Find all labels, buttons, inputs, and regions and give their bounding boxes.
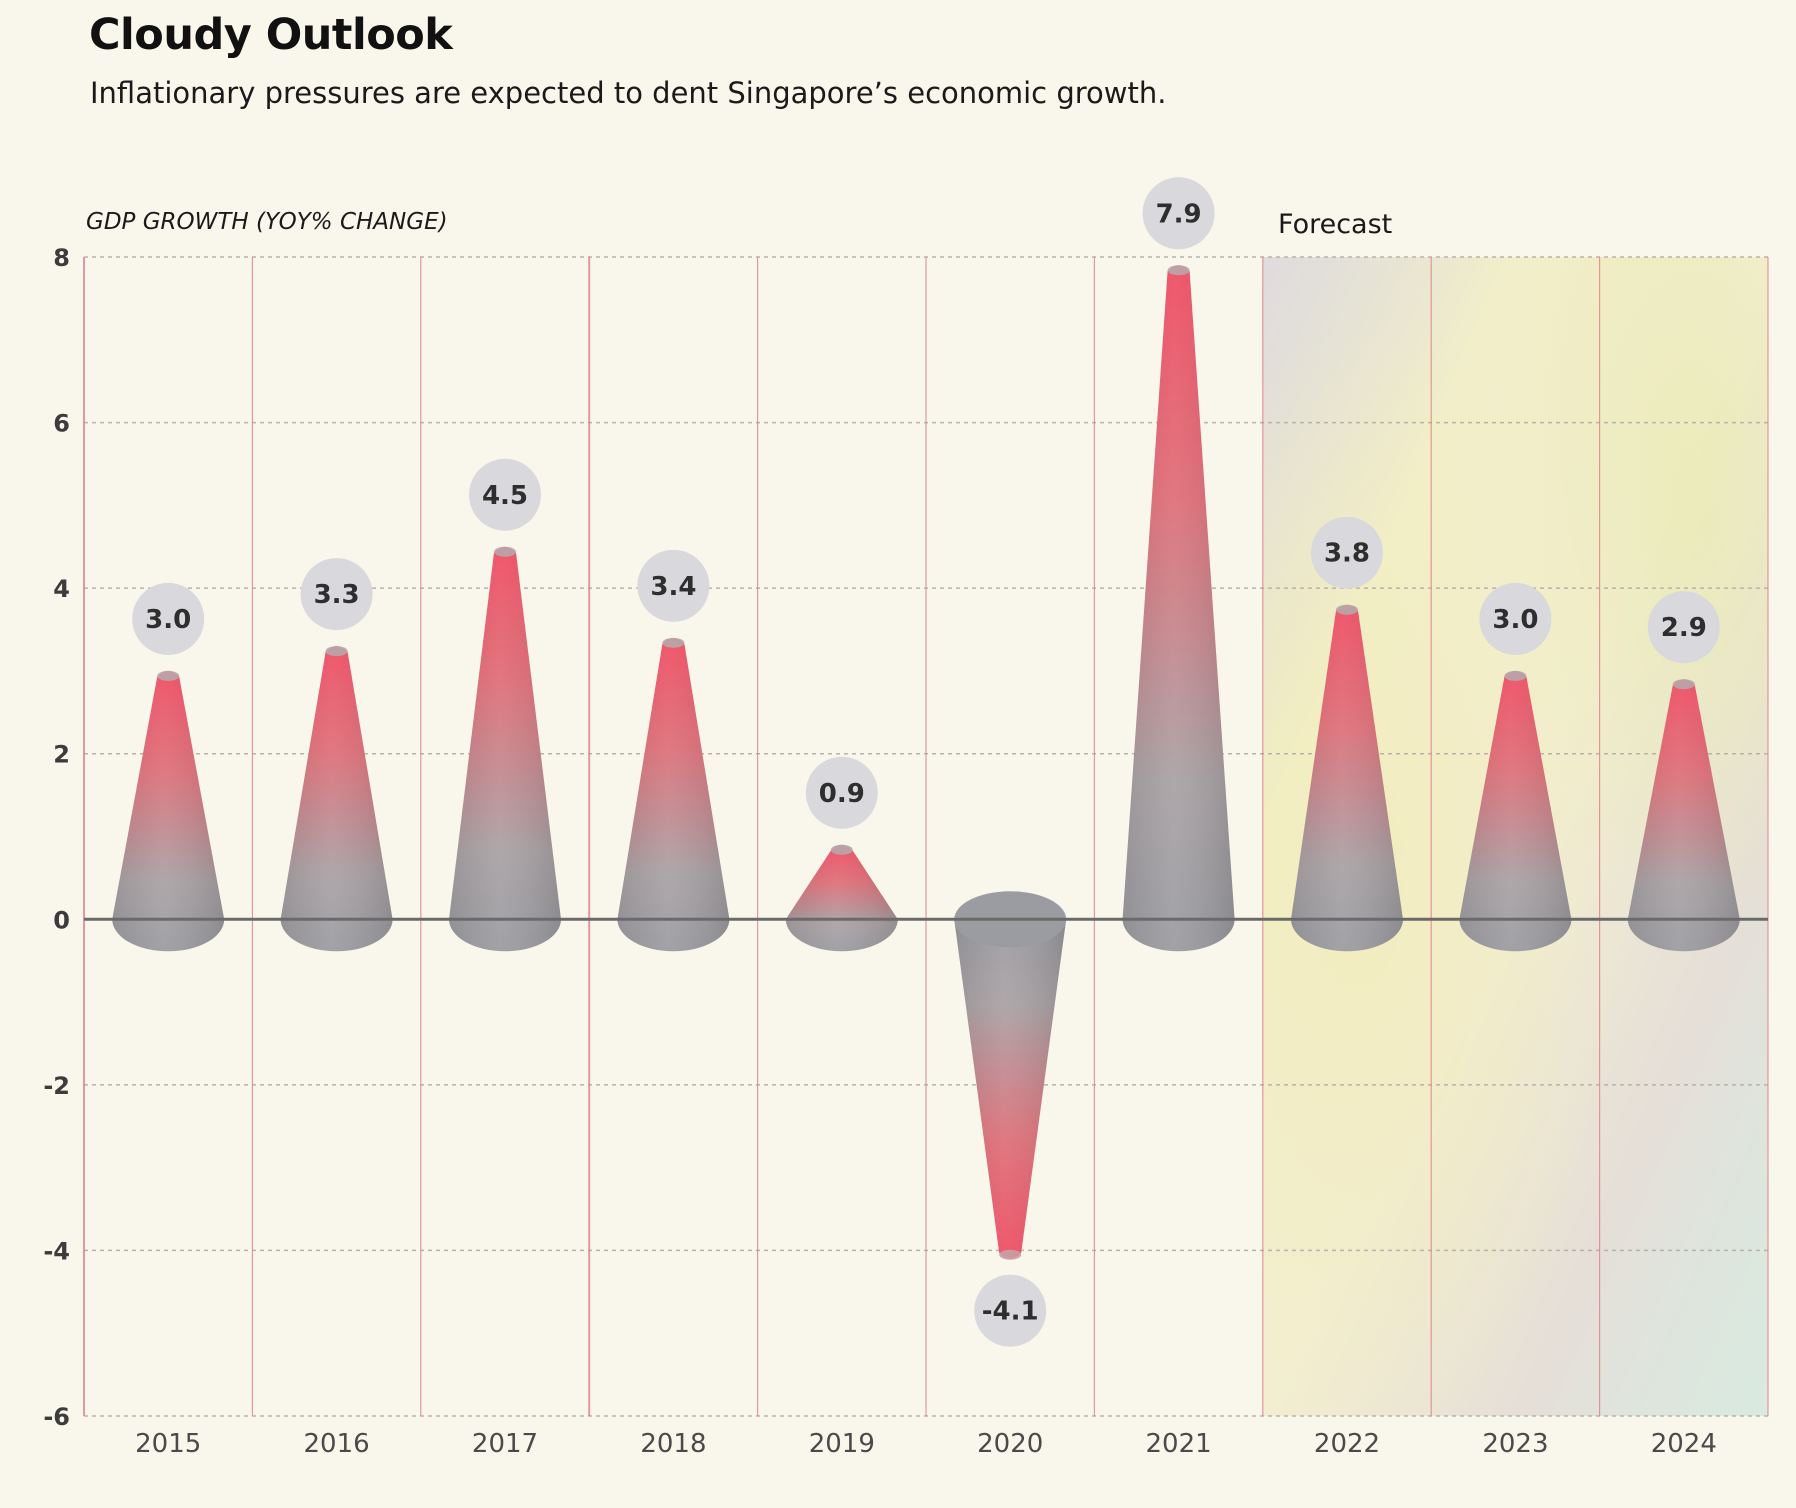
value-bubble [1647, 591, 1720, 664]
data-marks [112, 265, 1740, 1260]
y-tick-label: 8 [53, 244, 70, 272]
data-cone [1122, 265, 1235, 952]
data-cone [954, 891, 1067, 1260]
y-tick-label: -2 [43, 1072, 70, 1100]
cone-shading [280, 646, 393, 952]
cone-shading [785, 844, 898, 952]
forecast-label: Forecast [1278, 209, 1392, 240]
cone-tip [999, 1249, 1022, 1260]
cone-tip [1336, 604, 1358, 615]
value-label-text: 3.0 [145, 605, 191, 635]
value-label: 3.4 [637, 549, 710, 622]
cone-shading [1122, 265, 1235, 952]
x-tick-label: 2017 [472, 1429, 538, 1459]
data-cone [785, 844, 898, 952]
x-tick-label: 2020 [977, 1429, 1043, 1459]
value-label-text: -4.1 [982, 1297, 1039, 1327]
x-tick-label: 2022 [1314, 1429, 1380, 1459]
value-label-text: 4.5 [482, 481, 528, 511]
chart-subtitle: Inflationary pressures are expected to d… [90, 76, 1167, 110]
data-cone [1627, 679, 1740, 952]
data-cone [1291, 604, 1403, 952]
value-label-text: 0.9 [819, 779, 865, 809]
cone-tip [157, 670, 180, 681]
value-label-text: 2.9 [1661, 613, 1707, 643]
cone-tip [830, 844, 853, 855]
x-tick-label: 2015 [135, 1429, 201, 1459]
category-dividers [83, 257, 1769, 1416]
data-cone [449, 546, 561, 952]
value-label: 3.8 [1311, 516, 1383, 589]
data-cone [280, 646, 393, 952]
y-tick-label: 0 [53, 906, 70, 934]
x-tick-label: 2024 [1651, 1429, 1717, 1459]
value-bubble [974, 1274, 1047, 1347]
value-label: 4.5 [469, 458, 541, 531]
cone-tip [662, 637, 685, 648]
y-axis-ticks: 8 6 4 2 0 -2 -4 -6 [43, 244, 70, 1431]
y-tick-label: 4 [53, 575, 70, 603]
value-labels: 3.0 3.3 4.5 3.4 0.9 -4.1 7.9 3.8 3.0 2.9 [132, 177, 1720, 1347]
x-axis-ticks: 2015 2016 2017 2018 2019 2020 2021 2022 2023 2024 [135, 1429, 1717, 1459]
value-label: 7.9 [1142, 177, 1215, 250]
data-cone [617, 637, 730, 952]
y-tick-label: 6 [53, 410, 70, 438]
value-label-text: 3.4 [650, 572, 696, 602]
value-bubble [1479, 582, 1552, 655]
y-tick-label: 2 [53, 741, 70, 769]
x-tick-label: 2019 [809, 1429, 875, 1459]
value-bubble [1311, 516, 1383, 589]
value-label: 3.3 [300, 558, 373, 631]
value-bubble [300, 558, 373, 631]
value-bubble [469, 458, 541, 531]
cone-shading [112, 670, 225, 952]
cone-shading [617, 637, 730, 952]
value-bubble [1142, 177, 1215, 250]
cone-shading [449, 546, 561, 952]
data-cone [112, 670, 225, 952]
cone-tip [494, 546, 516, 557]
cone-shading [1627, 679, 1740, 952]
x-tick-label: 2021 [1146, 1429, 1212, 1459]
x-tick-label: 2023 [1482, 1429, 1548, 1459]
chart-title: Cloudy Outlook [89, 10, 453, 60]
cone-tip [1672, 679, 1695, 690]
value-bubble [805, 756, 878, 829]
value-label: 3.0 [1479, 582, 1552, 655]
value-label: 0.9 [805, 756, 878, 829]
cone-tip [1167, 265, 1190, 276]
value-label: 3.0 [132, 582, 205, 655]
y-axis-title: GDP GROWTH (YOY% CHANGE) [86, 209, 448, 235]
value-label: 2.9 [1647, 591, 1720, 664]
cone-tip [1504, 670, 1527, 681]
cone-tip [325, 646, 348, 657]
x-tick-label: 2018 [640, 1429, 706, 1459]
value-bubble [637, 549, 710, 622]
data-cone [1459, 670, 1572, 952]
cone-shading [954, 919, 1067, 1259]
value-bubble [132, 582, 205, 655]
value-label: -4.1 [974, 1274, 1047, 1347]
value-label-text: 3.8 [1324, 539, 1370, 569]
value-label-text: 7.9 [1156, 199, 1202, 229]
value-label-text: 3.0 [1492, 605, 1538, 635]
y-tick-label: -4 [43, 1237, 70, 1265]
y-tick-label: -6 [43, 1403, 70, 1431]
value-label-text: 3.3 [314, 580, 360, 610]
cone-shading [1291, 604, 1403, 952]
x-tick-label: 2016 [304, 1429, 370, 1459]
cone-shading [1459, 670, 1572, 952]
